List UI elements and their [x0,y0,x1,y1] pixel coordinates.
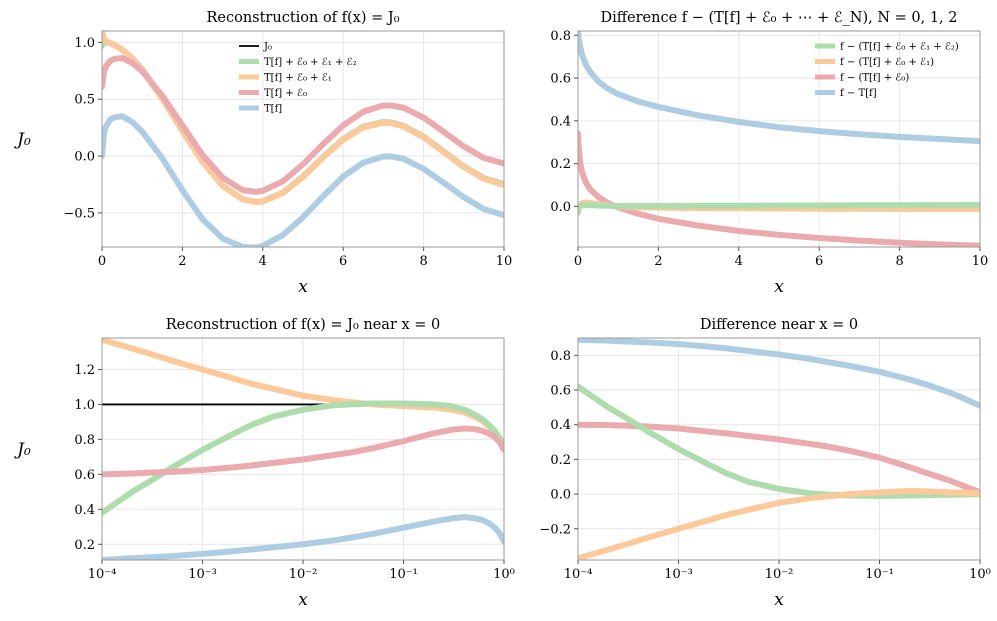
y-tick-label: −0.5 [63,206,95,221]
chart-panel-top-right: 0 2 4 6 8 10 0.0 0.2 0.4 0.6 0.8 Difference f − (T[… [550,10,988,297]
legend-label: T[f] + ℰ₀ + ℰ₁ + ℰ₂ [264,57,357,68]
chart-title: Reconstruction of f(x) = J₀ near x = 0 [166,317,441,333]
series-line-blue [102,514,504,560]
chart-panel-bottom-right: 10⁻⁴ 10⁻³ 10⁻² 10⁻¹ 10⁰ −0.2 0.0 0.2 0.4 0.6 0.8 Di… [539,317,990,610]
y-tick-label: 0.4 [550,418,571,433]
x-tick-label: 8 [895,254,903,269]
x-axis-label: x [774,277,784,297]
y-tick-label: 1.0 [74,36,95,51]
y-axis-label: J₀ [14,440,31,460]
series-line-green [102,400,504,516]
chart-title: Difference f − (T[f] + ℰ₀ + ⋯ + ℰ_N), N … [600,10,957,26]
chart-panel-bottom-left: 10⁻⁴ 10⁻³ 10⁻² 10⁻¹ 10⁰ 0.2 0.4 0.6 0.8 1.0 1.2 Rec… [14,317,515,610]
x-axis-label: x [298,590,308,610]
x-tick-label: 10⁻¹ [865,567,894,582]
y-tick-label: 0.0 [74,150,95,165]
x-tick-label: 10⁻⁴ [564,567,593,582]
y-tick-label: 0.8 [74,433,95,448]
y-tick-label: 0.2 [550,157,571,172]
x-tick-label: 8 [419,254,427,269]
legend: f − (T[f] + ℰ₀ + ℰ₁ + ℰ₂) f − (T[f] + ℰ₀ … [815,42,959,99]
x-tick-label: 10⁰ [493,567,515,582]
y-tick-label: 0.8 [550,29,571,44]
y-tick-label: 0.0 [550,200,571,215]
series-line-red [102,55,504,195]
x-axis-label: x [774,590,784,610]
axes-frame [577,30,981,248]
x-axis-label: x [298,277,308,297]
x-tick-label: 4 [735,254,743,269]
x-tick-label: 0 [98,254,106,269]
x-tick-label: 4 [259,254,267,269]
y-tick-label: 0.6 [74,468,95,483]
series-line-blue [102,113,504,247]
series-line-green [578,383,980,499]
y-tick-label: 0.0 [550,488,571,503]
x-tick-label: 10 [496,254,513,269]
x-tick-label: 10⁻³ [188,567,217,582]
x-tick-label: 10⁻² [289,567,318,582]
y-tick-label: 0.5 [74,93,95,108]
axes-frame [101,30,505,248]
x-tick-label: 2 [654,254,662,269]
series-line-blue [578,338,980,409]
x-tick-label: 2 [178,254,186,269]
y-tick-label: 0.6 [550,384,571,399]
y-tick-label: 0.4 [550,114,571,129]
x-tick-label: 10 [972,254,989,269]
series-line-green [578,202,980,214]
series-line-red [102,425,504,478]
y-tick-label: 0.6 [550,72,571,87]
legend-label: T[f] [264,104,282,115]
y-tick-label: 0.2 [74,538,95,553]
x-tick-label: 10⁻² [765,567,794,582]
y-tick-label: 0.4 [74,503,95,518]
x-tick-label: 10⁻¹ [389,567,418,582]
legend-label: f − (T[f] + ℰ₀) [840,73,909,84]
chart-title: Difference near x = 0 [700,317,858,333]
x-tick-label: 10⁻³ [664,567,693,582]
y-tick-label: −0.2 [539,522,571,537]
series-line-orange [102,31,504,206]
x-tick-label: 10⁻⁴ [88,567,117,582]
legend-label: f − T[f] [840,88,877,99]
chart-title: Reconstruction of f(x) = J₀ [206,10,399,26]
legend-label: f − (T[f] + ℰ₀ + ℰ₁) [840,57,934,68]
y-tick-label: 0.2 [550,453,571,468]
x-tick-label: 6 [339,254,347,269]
series-line-orange [578,487,980,560]
legend-label: T[f] + ℰ₀ + ℰ₁ [264,73,332,84]
x-tick-label: 6 [815,254,823,269]
legend-label: T[f] + ℰ₀ [264,88,307,99]
chart-panel-top-left: 0 2 4 6 8 10 −0.5 0.0 0.5 1.0 Reconstruction of f(… [14,10,512,297]
legend: J₀ T[f] + ℰ₀ + ℰ₁ + ℰ₂ T[f] + ℰ₀ + ℰ₁ T[f] … [239,42,357,115]
y-tick-label: 1.2 [74,363,95,378]
y-tick-label: 1.0 [74,398,95,413]
series-line-blue [578,31,980,145]
legend-label: f − (T[f] + ℰ₀ + ℰ₁ + ℰ₂) [840,42,959,53]
series-line-red [578,130,980,247]
x-tick-label: 0 [574,254,582,269]
y-tick-label: 0.8 [550,349,571,364]
x-tick-label: 10⁰ [969,567,991,582]
y-axis-label: J₀ [14,130,31,150]
legend-label: J₀ [263,42,272,53]
